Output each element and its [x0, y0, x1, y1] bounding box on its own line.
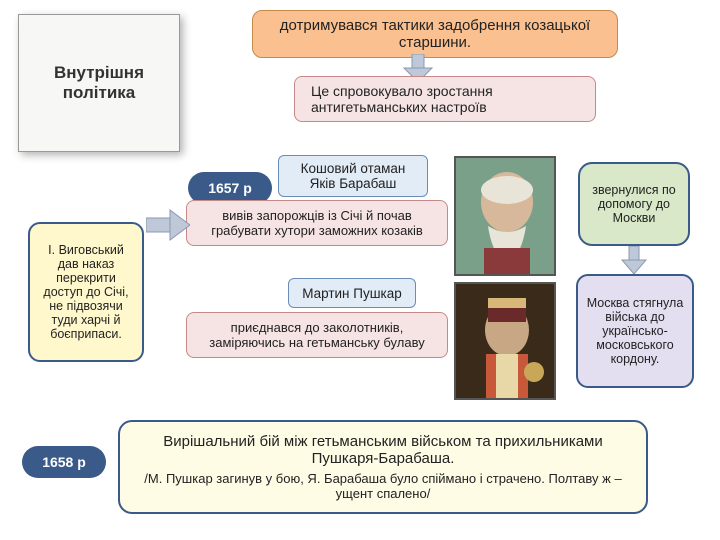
- moscow-result-box: Москва стягнула війська до українсько-мо…: [576, 274, 694, 388]
- arrow-right-icon: [146, 206, 190, 249]
- date-pill-1658: 1658 р: [22, 446, 106, 478]
- pushkar-label-text: Мартин Пушкар: [302, 286, 402, 301]
- date2-text: 1658 р: [42, 454, 86, 470]
- consequence-text: Це спровокувало зростання антигетьманськ…: [311, 83, 587, 115]
- final-title-text: Вирішальний бій між гетьманським військо…: [140, 433, 626, 467]
- consequence-box: Це спровокувало зростання антигетьманськ…: [294, 76, 596, 122]
- title-text: Внутрішня політика: [27, 63, 171, 103]
- tactic-box: дотримувався тактики задобрення козацько…: [252, 10, 618, 58]
- vyhovsky-box: І. Виговський дав наказ перекрити доступ…: [28, 222, 144, 362]
- barabash-action-box: вивів запорожців із Січі й почав грабува…: [186, 200, 448, 246]
- date1-text: 1657 р: [208, 180, 252, 196]
- portrait-pushkar: [454, 282, 556, 400]
- pushkar-action-box: приєднався до заколотників, заміряючись …: [186, 312, 448, 358]
- barabash-action-text: вивів запорожців із Січі й почав грабува…: [195, 208, 439, 238]
- final-note-text: /М. Пушкар загинув у бою, Я. Барабаша бу…: [140, 471, 626, 501]
- tactic-text: дотримувався тактики задобрення козацько…: [261, 17, 609, 51]
- vyhovsky-text: І. Виговський дав наказ перекрити доступ…: [38, 243, 134, 341]
- final-box: Вирішальний бій між гетьманським військо…: [118, 420, 648, 514]
- barabash-label-box: Кошовий отаман Яків Барабаш: [278, 155, 428, 197]
- title-box: Внутрішня політика: [18, 14, 180, 152]
- portrait-barabash: [454, 156, 556, 276]
- moscow-appeal-text: звернулися по допомогу до Москви: [588, 183, 680, 225]
- moscow-result-text: Москва стягнула війська до українсько-мо…: [586, 296, 684, 366]
- barabash-label-text: Кошовий отаман Яків Барабаш: [287, 161, 419, 191]
- moscow-appeal-box: звернулися по допомогу до Москви: [578, 162, 690, 246]
- pushkar-label-box: Мартин Пушкар: [288, 278, 416, 308]
- pushkar-action-text: приєднався до заколотників, заміряючись …: [195, 320, 439, 350]
